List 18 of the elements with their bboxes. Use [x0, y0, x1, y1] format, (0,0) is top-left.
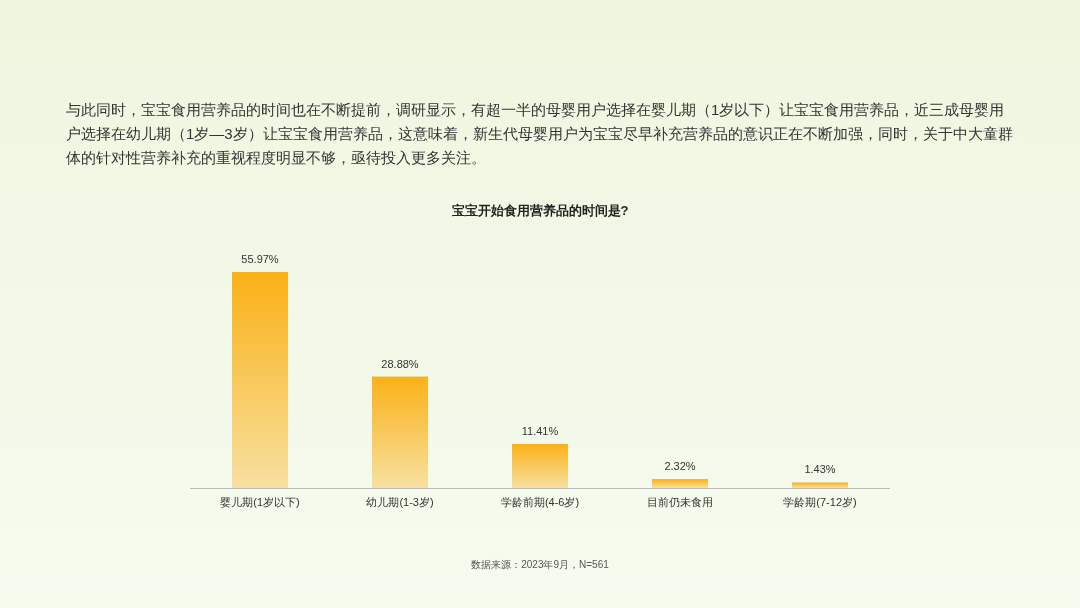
bar: [232, 272, 288, 488]
x-tick-label: 学龄前期(4-6岁): [500, 496, 580, 508]
data-label: 55.97%: [241, 253, 279, 265]
data-label: 11.41%: [521, 424, 559, 437]
data-label: 28.88%: [381, 357, 419, 370]
x-tick-label: 幼儿期(1-3岁): [366, 496, 434, 508]
bar: [792, 482, 848, 488]
source-note: 数据来源：2023年9月，N=561: [470, 558, 610, 572]
x-tick-label: 婴儿期(1岁以下): [220, 496, 300, 508]
chart-title: 宝宝开始食用营养品的时间是?: [451, 203, 629, 218]
x-tick-label: 目前仍未食用: [647, 496, 713, 508]
text: 与此同时，宝宝食用营养品的时间也在不断提前，调研显示，有超一半的母婴用户选择在婴儿期（1岁以下）让宝宝食用营养品，近三成母婴用户选择在幼儿期（1岁—3岁）让宝宝食用营养品，这意味着，新生代母婴用户为宝宝尽早补充营养品的意识正在不断加强，同时，关于中大童群体的针对性营养补充的重视程度明显不够，亟待投入更多关注。: [66, 100, 1014, 168]
bar: [372, 376, 428, 488]
data-label: 2.32%: [664, 460, 696, 473]
bar: [652, 479, 708, 488]
x-tick-label: 学龄期(7-12岁): [783, 496, 857, 508]
bar: [512, 443, 568, 488]
data-label: 1.43%: [804, 463, 836, 476]
